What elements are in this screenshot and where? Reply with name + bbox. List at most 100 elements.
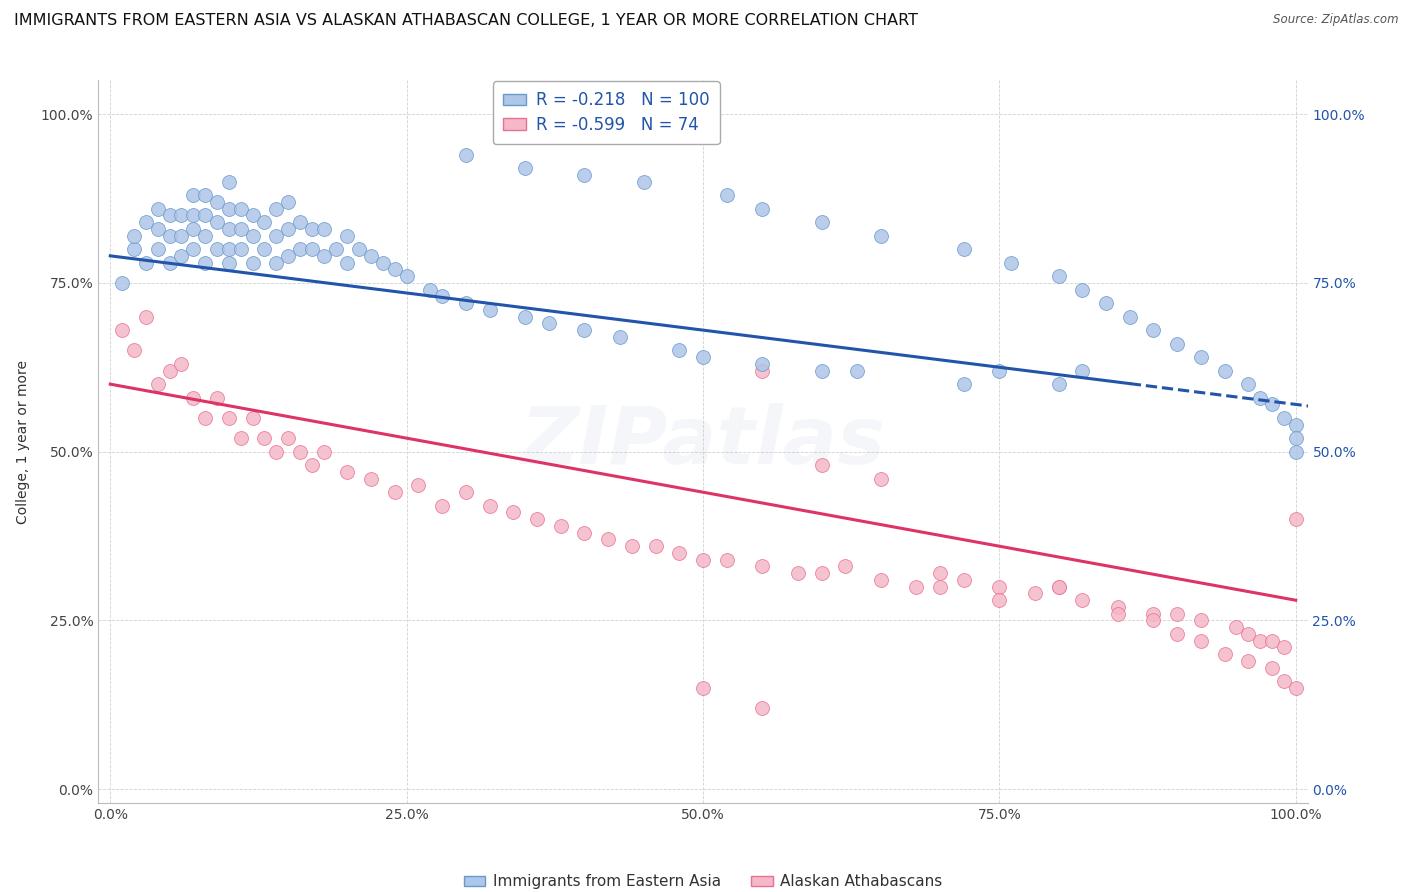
Point	[384, 485, 406, 500]
Point	[1166, 627, 1188, 641]
Point	[1237, 654, 1260, 668]
Point	[537, 317, 560, 331]
Point	[288, 215, 311, 229]
Point	[159, 364, 181, 378]
Point	[751, 559, 773, 574]
Point	[135, 310, 157, 324]
Point	[146, 202, 169, 216]
Point	[264, 255, 287, 269]
Point	[146, 377, 169, 392]
Point	[1166, 607, 1188, 621]
Point	[550, 519, 572, 533]
Point	[277, 194, 299, 209]
Point	[395, 269, 418, 284]
Point	[454, 485, 477, 500]
Point	[1166, 336, 1188, 351]
Point	[846, 364, 869, 378]
Point	[360, 249, 382, 263]
Point	[111, 276, 134, 290]
Point	[122, 228, 145, 243]
Point	[242, 228, 264, 243]
Point	[952, 242, 974, 256]
Point	[1213, 364, 1236, 378]
Point	[751, 357, 773, 371]
Point	[135, 215, 157, 229]
Point	[1237, 377, 1260, 392]
Point	[194, 255, 217, 269]
Point	[229, 202, 252, 216]
Point	[242, 208, 264, 222]
Point	[1285, 431, 1308, 445]
Point	[644, 539, 666, 553]
Point	[312, 222, 335, 236]
Point	[432, 289, 454, 303]
Point	[1107, 599, 1129, 614]
Point	[692, 552, 714, 566]
Point	[159, 255, 181, 269]
Point	[312, 249, 335, 263]
Point	[170, 228, 193, 243]
Point	[810, 364, 832, 378]
Point	[1071, 283, 1094, 297]
Point	[692, 681, 714, 695]
Point	[786, 566, 808, 581]
Point	[277, 431, 299, 445]
Point	[111, 323, 134, 337]
Point	[633, 175, 655, 189]
Point	[692, 350, 714, 364]
Point	[668, 343, 690, 358]
Point	[218, 222, 240, 236]
Point	[301, 458, 323, 472]
Point	[1000, 255, 1022, 269]
Point	[194, 411, 217, 425]
Point	[929, 566, 952, 581]
Y-axis label: College, 1 year or more: College, 1 year or more	[15, 359, 30, 524]
Point	[277, 222, 299, 236]
Point	[1024, 586, 1046, 600]
Point	[336, 465, 359, 479]
Point	[1249, 633, 1271, 648]
Point	[205, 242, 228, 256]
Point	[1142, 323, 1164, 337]
Point	[454, 147, 477, 161]
Point	[205, 215, 228, 229]
Point	[229, 431, 252, 445]
Point	[135, 255, 157, 269]
Point	[668, 546, 690, 560]
Point	[988, 580, 1011, 594]
Point	[1071, 364, 1094, 378]
Point	[1261, 397, 1284, 411]
Text: ZIPatlas: ZIPatlas	[520, 402, 886, 481]
Point	[1047, 580, 1070, 594]
Point	[869, 573, 891, 587]
Point	[253, 431, 276, 445]
Point	[620, 539, 643, 553]
Point	[181, 391, 204, 405]
Point	[1119, 310, 1142, 324]
Point	[929, 580, 952, 594]
Point	[502, 505, 524, 519]
Point	[1189, 350, 1212, 364]
Point	[1095, 296, 1118, 310]
Point	[264, 228, 287, 243]
Legend: Immigrants from Eastern Asia, Alaskan Athabascans: Immigrants from Eastern Asia, Alaskan At…	[457, 868, 949, 892]
Point	[598, 533, 620, 547]
Point	[301, 242, 323, 256]
Point	[869, 472, 891, 486]
Point	[751, 202, 773, 216]
Point	[1285, 512, 1308, 526]
Point	[253, 242, 276, 256]
Point	[1047, 377, 1070, 392]
Point	[218, 242, 240, 256]
Point	[159, 208, 181, 222]
Point	[360, 472, 382, 486]
Point	[336, 255, 359, 269]
Point	[181, 188, 204, 202]
Point	[301, 222, 323, 236]
Point	[1107, 607, 1129, 621]
Point	[810, 566, 832, 581]
Point	[515, 161, 537, 175]
Point	[218, 175, 240, 189]
Point	[253, 215, 276, 229]
Point	[1249, 391, 1271, 405]
